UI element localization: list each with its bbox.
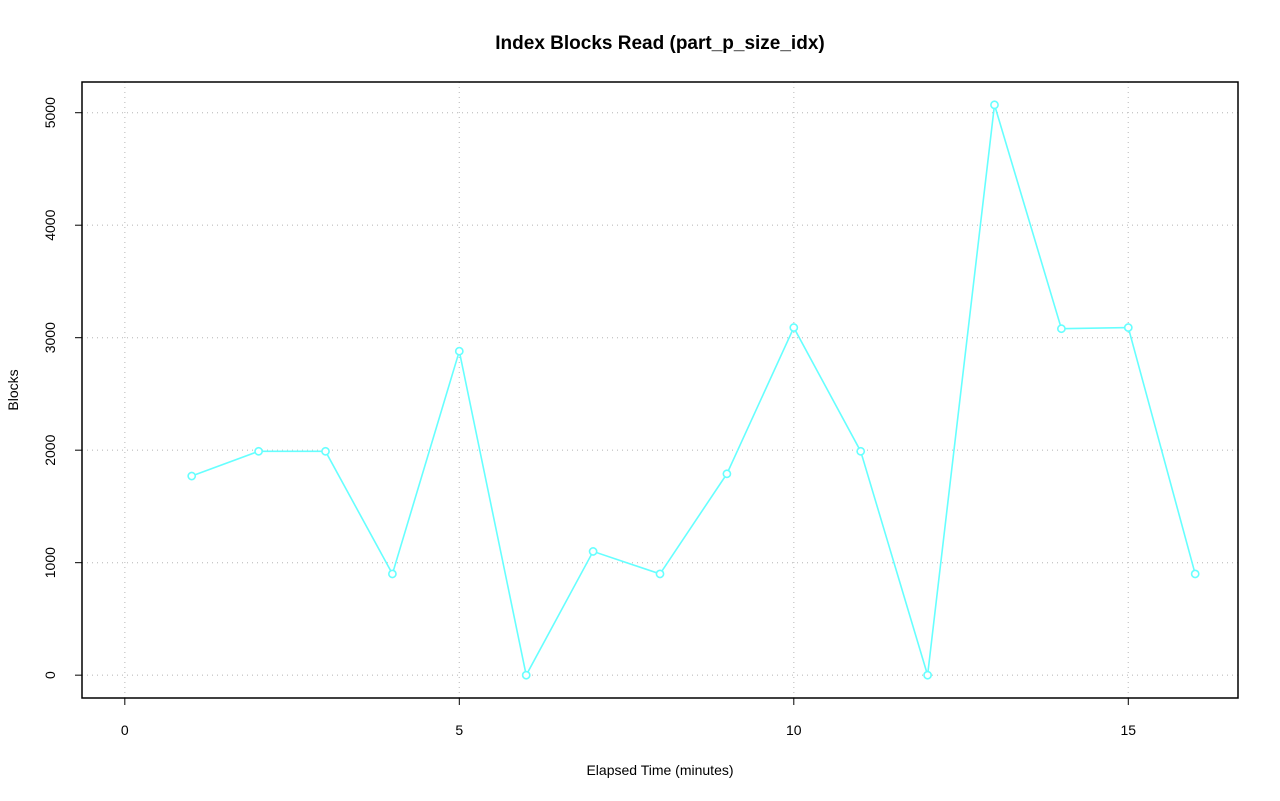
- data-point: [454, 346, 464, 356]
- data-point: [521, 670, 531, 680]
- y-tick-label: 1000: [42, 547, 58, 578]
- y-tick-label: 4000: [42, 209, 58, 240]
- y-tick-label: 3000: [42, 322, 58, 353]
- series-line: [191, 104, 1196, 678]
- x-tick-label: 15: [1120, 722, 1136, 738]
- x-tick-label: 5: [455, 722, 463, 738]
- data-point: [655, 569, 665, 579]
- data-point: [722, 469, 732, 479]
- data-point: [388, 569, 397, 579]
- y-tick-label: 2000: [42, 434, 58, 465]
- data-point: [990, 100, 999, 110]
- data-point: [1056, 324, 1066, 334]
- plot-frame: [81, 81, 1239, 699]
- chart-title: Index Blocks Read (part_p_size_idx): [495, 33, 824, 54]
- data-point: [1123, 323, 1133, 332]
- y-tick-label: 0: [42, 671, 58, 679]
- y-tick-label: 5000: [42, 97, 58, 128]
- data-point: [254, 446, 264, 456]
- x-tick-label: 10: [786, 722, 802, 738]
- data-point: [856, 446, 866, 456]
- y-axis-label: Blocks: [5, 369, 21, 410]
- data-point: [321, 446, 330, 456]
- data-point: [923, 670, 932, 680]
- data-point: [1190, 569, 1200, 579]
- x-axis-label: Elapsed Time (minutes): [586, 762, 733, 778]
- x-tick-label: 0: [121, 722, 129, 738]
- data-point: [588, 547, 598, 556]
- data-point: [789, 323, 799, 332]
- data-point: [187, 471, 197, 481]
